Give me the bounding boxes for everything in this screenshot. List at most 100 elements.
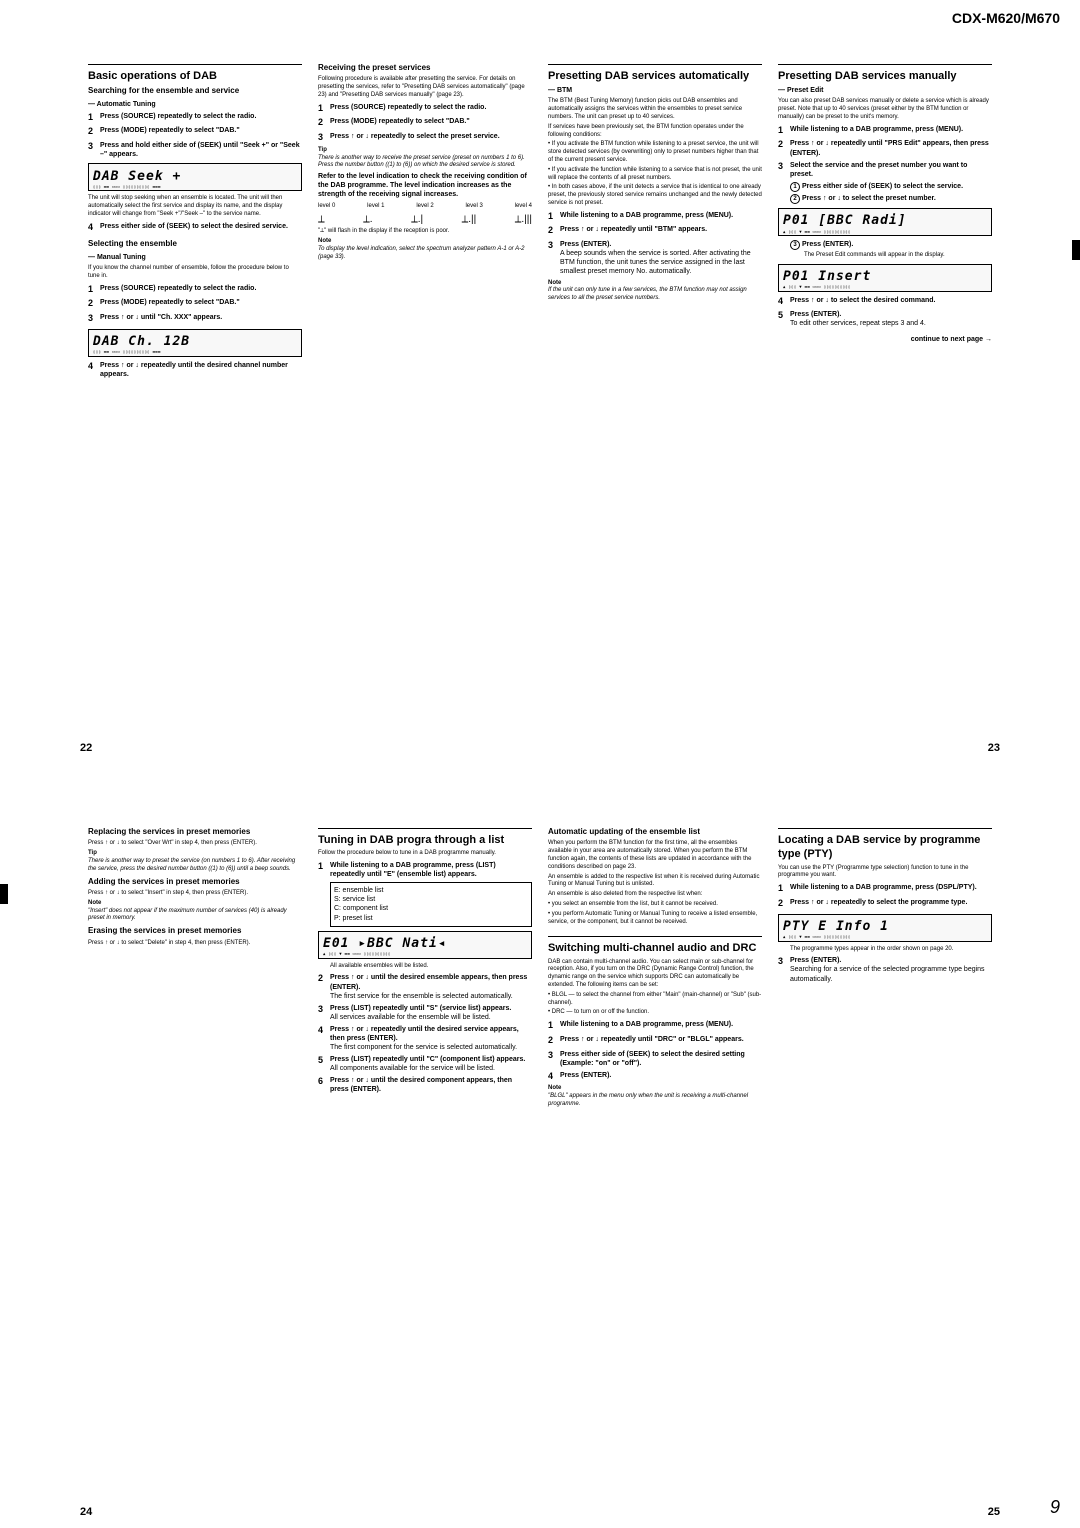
btm-s3: Press (ENTER). xyxy=(560,241,611,248)
tuning-list-title: Tuning in DAB progra through a list xyxy=(318,833,532,847)
drc-note-label: Note xyxy=(548,1085,561,1091)
pm-s3: Select the service and the preset number… xyxy=(790,162,967,178)
col-3: Presetting DAB services automatically — … xyxy=(540,60,770,714)
display-seek: DAB Seek +▯▯▯ ▬▬ ▭▭▭ ▯▯▯▯▯▯▯▯▯▯ ▬▬▬ xyxy=(88,163,302,191)
note-label-2: Note xyxy=(88,900,101,906)
drc-s1: While listening to a DAB programme, pres… xyxy=(560,1021,733,1028)
drc-b4: • DRC — to turn on or off the function. xyxy=(548,1009,762,1017)
add-p: Press ↑ or ↓ to select "Insert" in step … xyxy=(88,890,302,898)
btm-sub: — BTM xyxy=(548,86,762,95)
receiving-p: Following procedure is available after p… xyxy=(318,76,532,99)
pm-s5: Press (ENTER). xyxy=(790,311,841,318)
step-1: Press (SOURCE) repeatedly to select the … xyxy=(100,113,256,120)
tip-text-2: There is another way to preset the servi… xyxy=(88,858,295,872)
col-3b: Automatic updating of the ensemble list … xyxy=(540,824,770,1478)
tl-s4: Press ↑ or ↓ repeatedly until the desire… xyxy=(330,1026,519,1042)
continue-link: continue to next page → xyxy=(778,335,992,344)
col-1: Basic operations of DAB Searching for th… xyxy=(80,60,310,714)
note-text-2: "Insert" does not appear if the maximum … xyxy=(88,908,287,922)
pm-s2: Press ↑ or ↓ repeatedly until "PRS Edit"… xyxy=(790,140,989,156)
erase-p: Press ↑ or ↓ to select "Delete" in step … xyxy=(88,940,302,948)
manual-desc: If you know the channel number of ensemb… xyxy=(88,265,302,281)
auto-tuning: — Automatic Tuning xyxy=(88,100,302,109)
model-header: CDX-M620/M670 xyxy=(952,10,1060,26)
btm-s1: While listening to a DAB programme, pres… xyxy=(560,212,733,219)
basic-ops-title: Basic operations of DAB xyxy=(88,69,302,83)
level-labels: level 0 level 1 level 2 level 3 level 4 xyxy=(318,203,532,211)
page-22: 22 xyxy=(80,742,92,754)
btm-b3: • In both cases above, if the unit detec… xyxy=(548,184,762,207)
replace-title: Replacing the services in preset memorie… xyxy=(88,827,302,837)
flash-desc: "⟂" will flash in the display if the rec… xyxy=(318,228,532,236)
tl-p2: All available ensembles will be listed. xyxy=(330,963,532,971)
switch-drc-title: Switching multi-channel audio and DRC xyxy=(548,941,762,955)
col-1b: Replacing the services in preset memorie… xyxy=(80,824,310,1478)
tl-s2: Press ↑ or ↓ until the desired ensemble … xyxy=(330,974,527,990)
note-label: Note xyxy=(318,238,331,244)
page-24: 24 xyxy=(80,1506,92,1518)
col-4b: Locating a DAB service by programme type… xyxy=(770,824,1000,1478)
display-pty: PTY E Info 1▲ ▯▯▯ ▼ ▬▬ ▭▭▭ ▯▯▯▯▯▯▯▯▯▯ xyxy=(778,914,992,942)
searching-sub: Searching for the ensemble and service xyxy=(88,86,302,96)
page-23: 23 xyxy=(988,742,1000,754)
pty-s1: While listening to a DAB programme, pres… xyxy=(790,884,977,891)
pty-s2: Press ↑ or ↓ repeatedly to select the pr… xyxy=(790,899,967,906)
page-25: 25 xyxy=(988,1506,1000,1518)
pty-p1: You can use the PTY (Programme type sele… xyxy=(778,865,992,881)
col-2: Receiving the preset services Following … xyxy=(310,60,540,714)
btm-p2: If services have been previously set, th… xyxy=(548,124,762,140)
preset-manual-title: Presetting DAB services manually xyxy=(778,69,992,83)
step-2b: Press (MODE) repeatedly to select "DAB." xyxy=(100,299,240,306)
step-3: Press and hold either side of (SEEK) unt… xyxy=(100,142,300,158)
au-b1: • you select an ensemble from the list, … xyxy=(548,901,762,909)
pty-p2: The programme types appear in the order … xyxy=(790,946,992,954)
pty-s3: Press (ENTER). xyxy=(790,957,841,964)
tl-s1: While listening to a DAB programme, pres… xyxy=(330,862,496,878)
btm-s2: Press ↑ or ↓ repeatedly until "BTM" appe… xyxy=(560,226,707,233)
pm-c2: Press ↑ or ↓ to select the preset number… xyxy=(802,195,936,202)
btm-b2: • If you activate the function while lis… xyxy=(548,167,762,183)
selecting-sub: Selecting the ensemble xyxy=(88,239,302,249)
tl-p1: Follow the procedure below to tune in a … xyxy=(318,850,532,858)
edge-tab-right xyxy=(1072,240,1080,260)
drc-b3: • BLGL — to select the channel from eith… xyxy=(548,992,762,1008)
drc-note: "BLGL" appears in the menu only when the… xyxy=(548,1093,748,1107)
au-p1: When you perform the BTM function for th… xyxy=(548,840,762,871)
level-desc: Refer to the level indication to check t… xyxy=(318,172,532,199)
spread-2: Replacing the services in preset memorie… xyxy=(0,764,1080,1528)
drc-s2: Press ↑ or ↓ repeatedly until "DRC" or "… xyxy=(560,1036,744,1043)
tl-s5: Press (LIST) repeatedly until "C" (compo… xyxy=(330,1056,525,1063)
pty-title: Locating a DAB service by programme type… xyxy=(778,833,992,862)
pm-s4: Press ↑ or ↓ to select the desired comma… xyxy=(790,297,936,304)
seek-desc: The unit will stop seeking when an ensem… xyxy=(88,195,302,218)
tl-s3: Press (LIST) repeatedly until "S" (servi… xyxy=(330,1005,511,1012)
preset-auto-title: Presetting DAB services automatically xyxy=(548,69,762,83)
tip-label: Tip xyxy=(318,147,327,153)
btm-note: If the unit can only tune in a few servi… xyxy=(548,287,747,301)
display-ch: DAB Ch. 12B▯▯▯ ▬▬ ▭▭▭ ▯▯▯▯▯▯▯▯▯▯ ▬▬▬ xyxy=(88,329,302,357)
drc-s3: Press either side of (SEEK) to select th… xyxy=(560,1051,745,1067)
step-1b: Press (SOURCE) repeatedly to select the … xyxy=(100,285,256,292)
erase-title: Erasing the services in preset memories xyxy=(88,926,302,936)
display-e01: E01 ▸BBC Nati◂▲ ▯▯▯ ▼ ▬▬ ▭▭▭ ▯▯▯▯▯▯▯▯▯▯ xyxy=(318,931,532,959)
col-4: Presetting DAB services manually — Prese… xyxy=(770,60,1000,714)
note-text: To display the level indication, select … xyxy=(318,246,524,260)
au-p3: An ensemble is also deleted from the res… xyxy=(548,891,762,899)
drc-s4: Press (ENTER). xyxy=(560,1072,611,1079)
btm-note-label: Note xyxy=(548,280,561,286)
display-insert: P01 Insert▲ ▯▯▯ ▼ ▬▬ ▭▭▭ ▯▯▯▯▯▯▯▯▯▯ xyxy=(778,264,992,292)
col-2b: Tuning in DAB progra through a list Foll… xyxy=(310,824,540,1478)
tip-text: There is another way to receive the pres… xyxy=(318,155,525,169)
drc-p4: DAB can contain multi-channel audio. You… xyxy=(548,959,762,990)
au-b2: • you perform Automatic Tuning or Manual… xyxy=(548,911,762,927)
replace-p: Press ↑ or ↓ to select "Over Wrt" in ste… xyxy=(88,840,302,848)
step-3b: Press ↑ or ↓ until "Ch. XXX" appears. xyxy=(100,314,222,321)
step-4: Press either side of (SEEK) to select th… xyxy=(100,223,288,230)
pm-c3: Press (ENTER). xyxy=(802,241,853,248)
step-2: Press (MODE) repeatedly to select "DAB." xyxy=(100,127,240,134)
receiving-title: Receiving the preset services xyxy=(318,63,532,73)
btm-b1: • If you activate the BTM function while… xyxy=(548,141,762,164)
display-p01: P01 [BBC Radi]▲ ▯▯▯ ▼ ▬▬ ▭▭▭ ▯▯▯▯▯▯▯▯▯▯ xyxy=(778,208,992,236)
auto-update-title: Automatic updating of the ensemble list xyxy=(548,827,762,837)
rx-step-2: Press (MODE) repeatedly to select "DAB." xyxy=(330,118,470,125)
